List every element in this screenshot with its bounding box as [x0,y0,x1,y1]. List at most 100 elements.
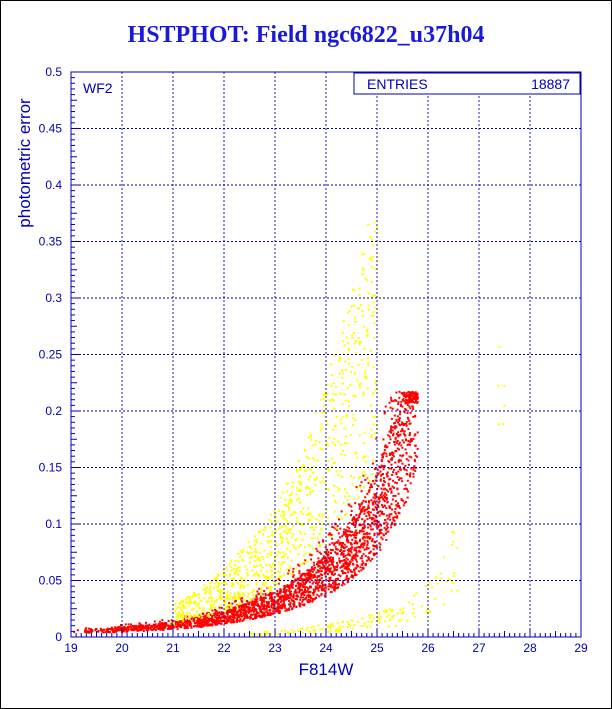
scatter-point [205,619,208,622]
scatter-point [389,458,392,461]
scatter-point [374,502,377,505]
scatter-point [343,543,346,546]
scatter-point [282,510,285,513]
scatter-point [385,514,388,517]
scatter-point [222,573,225,576]
scatter-point [186,619,189,622]
scatter-point [333,437,336,440]
scatter-point [279,496,282,499]
scatter-point [214,619,217,622]
scatter-point [358,529,361,532]
scatter-point [345,513,348,516]
scatter-point [341,475,344,478]
scatter-point [386,615,389,618]
scatter-point [183,627,186,630]
scatter-point [319,573,322,576]
scatter-point [286,528,289,531]
scatter-point [185,625,188,628]
scatter-point [363,519,366,522]
scatter-point [209,585,212,588]
scatter-point [302,584,305,587]
scatter-point [187,621,190,624]
scatter-point [155,625,158,628]
scatter-point [278,527,281,530]
scatter-point [309,594,312,597]
scatter-point [291,586,294,589]
scatter-point [301,579,304,582]
scatter-point [397,470,400,473]
scatter-point [316,586,319,589]
scatter-point [368,500,371,503]
scatter-point [498,346,501,349]
scatter-point [263,603,266,606]
scatter-point [348,362,351,365]
scatter-point [395,472,398,475]
scatter-point [362,530,365,533]
scatter-point [375,493,378,496]
scatter-point [289,603,292,606]
scatter-point [341,544,344,547]
scatter-point [352,562,355,565]
scatter-point [296,498,299,501]
scatter-point [309,599,312,602]
scatter-point [298,530,301,533]
scatter-point [390,513,393,516]
scatter-point [356,555,359,558]
scatter-point [244,565,247,568]
scatter-point [347,623,350,626]
scatter-point [198,619,201,622]
scatter-point [355,340,358,343]
scatter-point [211,606,214,609]
scatter-point [416,395,419,398]
scatter-point [230,605,233,608]
scatter-point [250,551,253,554]
scatter-point [240,605,243,608]
scatter-point [315,571,318,574]
scatter-point [177,619,180,622]
y-axis-label: photometric error [15,98,34,228]
scatter-point [316,593,319,596]
scatter-point [346,536,349,539]
scatter-point [172,621,175,624]
scatter-point [409,407,412,410]
scatter-point [296,577,299,580]
scatter-point [111,627,114,630]
scatter-point [313,537,316,540]
scatter-point [144,626,147,629]
scatter-point [428,582,431,585]
scatter-point [414,444,417,447]
scatter-point [379,524,382,527]
scatter-point [378,533,381,536]
scatter-point [200,625,203,628]
scatter-point [256,633,259,636]
scatter-point [210,600,213,603]
scatter-point [159,627,162,630]
scatter-point [371,528,374,531]
scatter-point [389,487,392,490]
scatter-point [281,605,284,608]
scatter-point [254,598,257,601]
scatter-point [424,584,427,587]
scatter-point [330,563,333,566]
scatter-point [330,363,333,366]
scatter-point [341,621,344,624]
scatter-point [395,504,398,507]
scatter-point [219,593,222,596]
scatter-point [313,566,316,569]
scatter-point [252,633,255,636]
scatter-point [335,385,338,388]
scatter-point [334,545,337,548]
scatter-point [233,597,236,600]
scatter-point [401,427,404,430]
scatter-point [327,556,330,559]
scatter-point [111,628,114,631]
scatter-point [370,259,373,262]
scatter-point [259,559,262,562]
scatter-point [378,497,381,500]
scatter-point [225,616,228,619]
scatter-point [297,521,300,524]
scatter-point [215,613,218,616]
scatter-point [359,550,362,553]
scatter-point [357,337,360,340]
scatter-point [295,567,298,570]
